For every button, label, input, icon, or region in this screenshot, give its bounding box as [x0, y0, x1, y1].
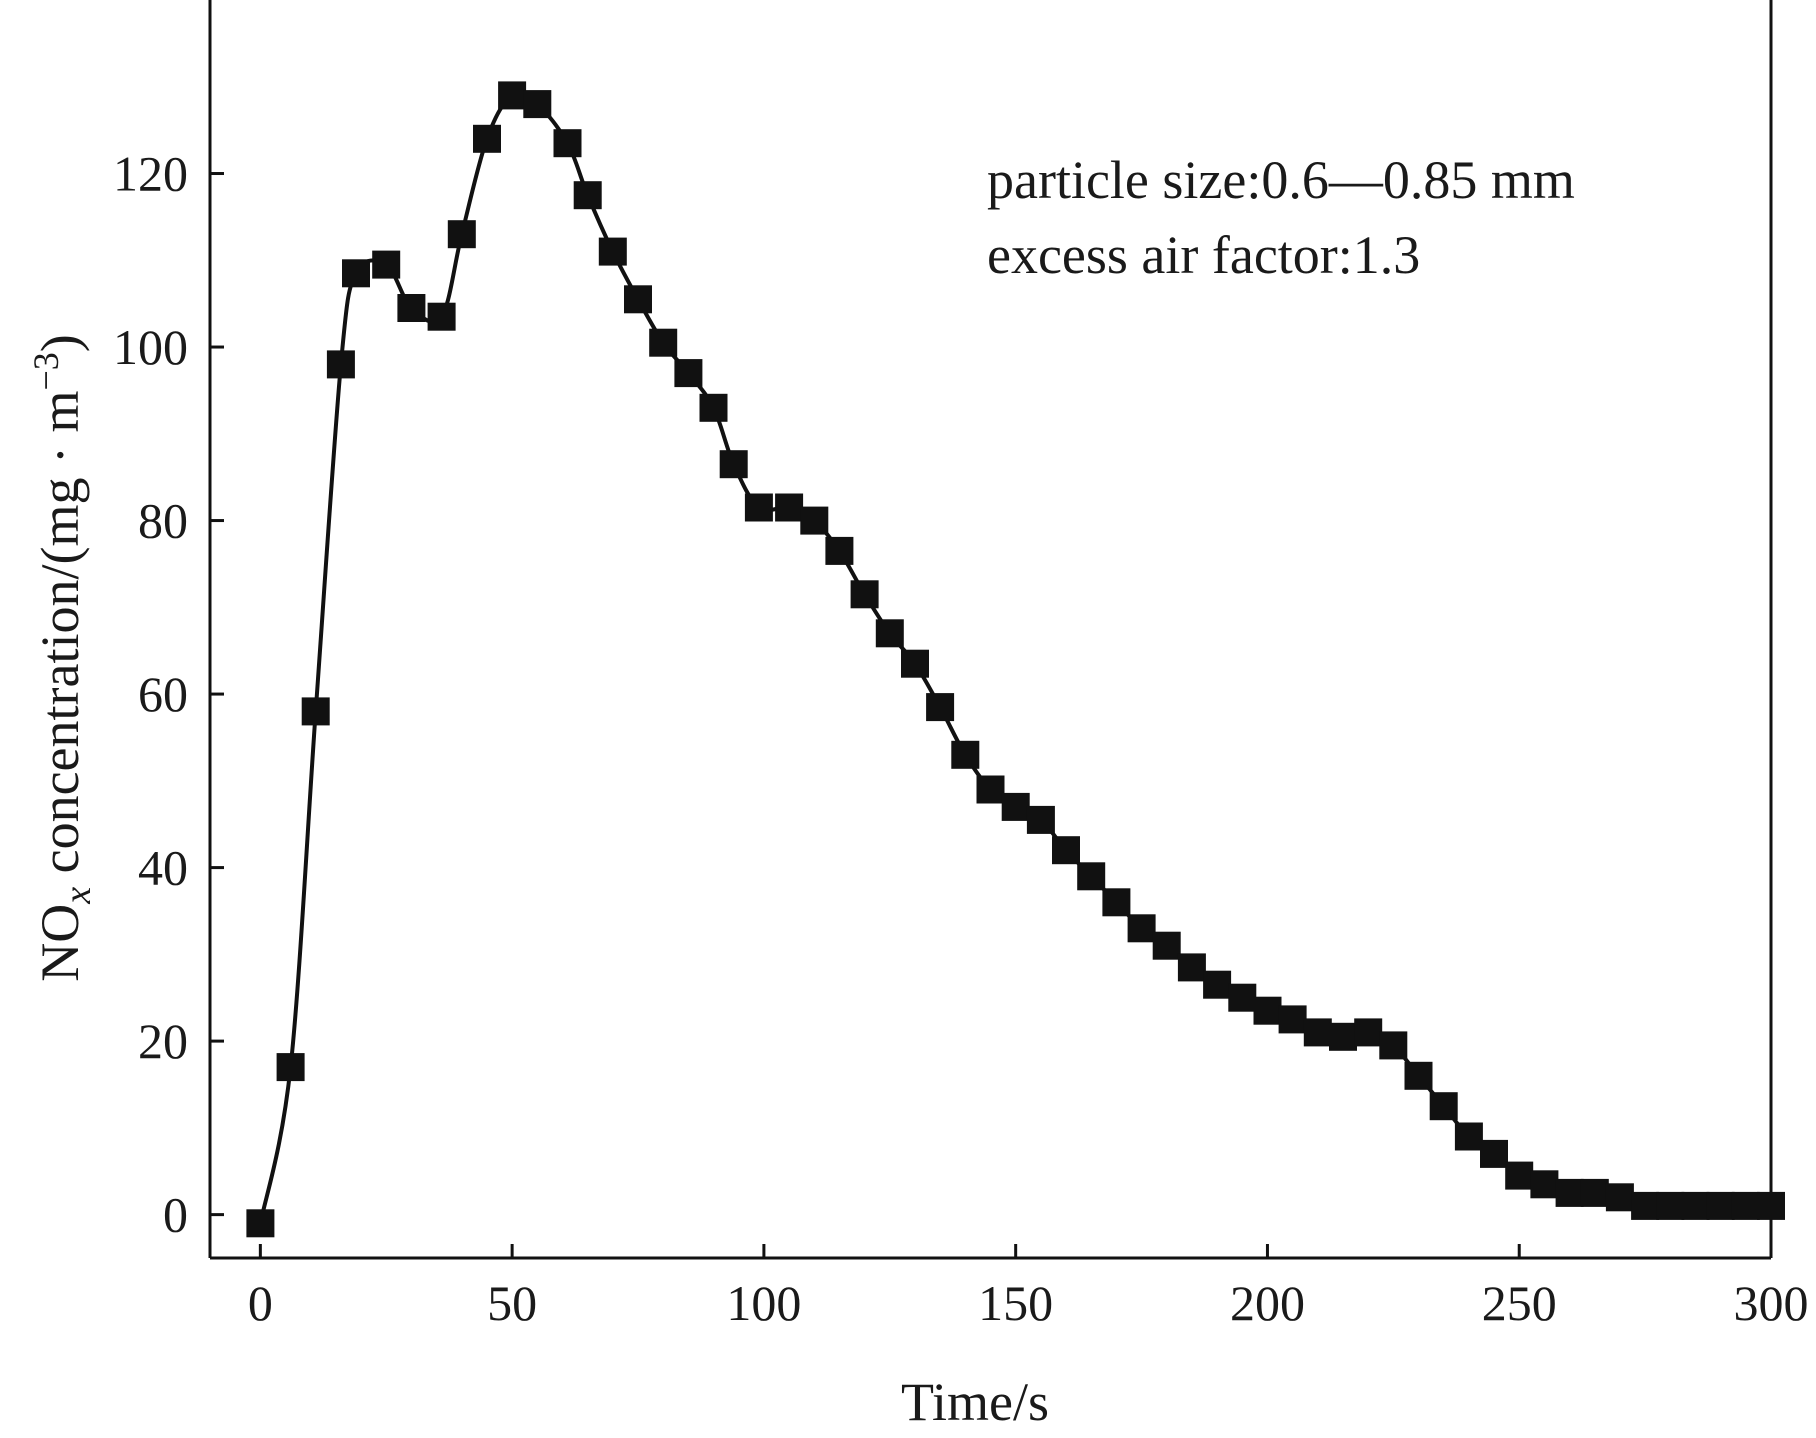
data-point: [1077, 862, 1106, 891]
data-point: [674, 359, 703, 388]
y-tick-label: 80: [138, 493, 188, 549]
data-point: [1404, 1061, 1433, 1090]
y-tick-label: 100: [113, 319, 188, 375]
data-point: [1656, 1191, 1685, 1220]
data-point: [775, 493, 804, 522]
data-point: [1555, 1178, 1584, 1207]
y-axis-title-end: ): [30, 334, 90, 352]
data-point: [1177, 953, 1206, 982]
y-axis-title-superscript: −3: [26, 352, 66, 390]
data-point: [276, 1053, 305, 1082]
x-tick-label: 300: [1734, 1275, 1809, 1331]
data-point: [1454, 1122, 1483, 1151]
data-point: [800, 506, 829, 535]
data-point: [719, 450, 748, 479]
data-point: [1329, 1022, 1357, 1051]
y-axis-title-mid: concentration/(mg · m: [30, 391, 90, 887]
data-point: [1605, 1183, 1634, 1212]
data-point: [326, 350, 355, 379]
annotation-text: particle size:0.6—0.85 mm: [987, 150, 1575, 210]
data-point: [1127, 914, 1156, 943]
x-tick-label: 150: [978, 1275, 1053, 1331]
y-tick-label: 40: [138, 840, 188, 896]
data-point: [1480, 1139, 1508, 1168]
data-point: [825, 536, 854, 565]
data-point: [1757, 1191, 1785, 1220]
x-tick-label: 50: [487, 1275, 537, 1331]
data-point: [976, 775, 1005, 804]
y-axis-title-base: NO: [30, 904, 90, 982]
data-point: [1102, 888, 1131, 917]
data-point: [1379, 1031, 1408, 1060]
data-point: [1706, 1191, 1735, 1220]
data-point: [1052, 836, 1080, 865]
data-point: [850, 580, 879, 609]
data-point: [1253, 996, 1282, 1025]
x-tick-label: 250: [1482, 1275, 1557, 1331]
data-point: [473, 124, 501, 153]
data-point: [1429, 1092, 1458, 1121]
x-tick-label: 200: [1230, 1275, 1305, 1331]
data-point: [624, 285, 652, 314]
data-point: [447, 220, 476, 249]
data-point: [246, 1209, 275, 1238]
y-tick-label: 120: [113, 146, 188, 202]
x-axis-title: Time/s: [901, 1372, 1049, 1432]
x-tick-label: 100: [726, 1275, 801, 1331]
data-point: [1631, 1191, 1660, 1220]
data-point: [926, 693, 955, 722]
data-point: [1278, 1005, 1307, 1034]
y-axis-title: NOx concentration/(mg · m−3): [26, 334, 99, 982]
data-point: [699, 393, 728, 422]
data-point: [1505, 1161, 1534, 1190]
data-point: [1580, 1178, 1609, 1207]
data-point: [1731, 1191, 1760, 1220]
y-axis-title-subscript: x: [57, 887, 99, 905]
data-point: [397, 294, 426, 322]
data-point: [1203, 970, 1232, 999]
data-point: [1026, 805, 1055, 834]
data-point: [951, 740, 980, 769]
data-point: [1228, 983, 1257, 1012]
data-point: [1303, 1018, 1332, 1047]
data-point: [598, 237, 627, 266]
data-point: [1001, 792, 1030, 821]
data-point: [427, 302, 456, 331]
data-point: [372, 250, 401, 279]
data-point: [875, 619, 904, 648]
data-point: [573, 181, 602, 210]
y-tick-label: 0: [163, 1187, 188, 1243]
data-point: [1354, 1018, 1383, 1047]
x-tick-label: 0: [248, 1275, 273, 1331]
data-point: [901, 649, 929, 678]
data-point: [1530, 1170, 1559, 1199]
y-tick-label: 20: [138, 1013, 188, 1069]
y-tick-label: 60: [138, 666, 188, 722]
data-point: [553, 129, 582, 158]
data-point: [1681, 1191, 1710, 1220]
data-point: [744, 493, 773, 522]
data-point: [301, 697, 330, 726]
data-point: [1152, 931, 1181, 960]
data-point: [649, 328, 678, 357]
data-point: [498, 81, 527, 110]
annotation-text: excess air factor:1.3: [987, 225, 1420, 285]
data-point: [523, 90, 552, 119]
data-point: [342, 259, 370, 288]
